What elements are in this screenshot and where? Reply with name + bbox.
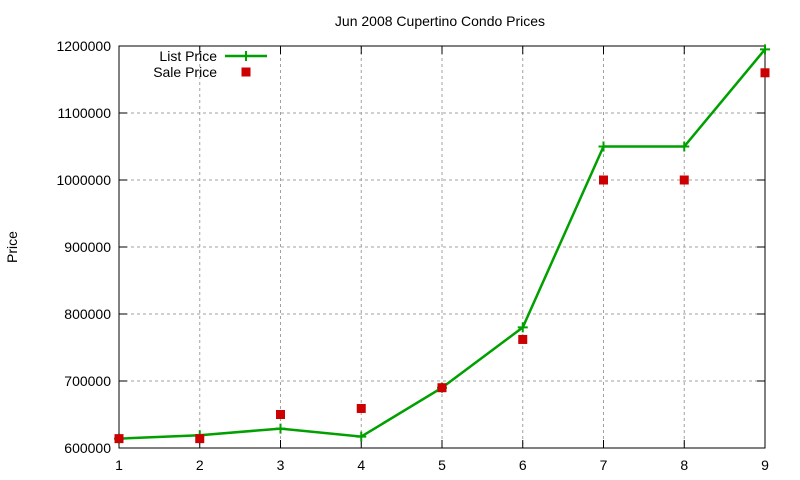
y-tick-label: 900000 [64,239,111,255]
plus-marker [598,141,609,152]
square-marker [679,175,689,185]
square-marker [599,175,608,185]
square-marker [195,434,205,444]
x-tick-label: 5 [438,457,446,473]
square-marker [437,383,447,393]
y-tick-label: 1100000 [58,105,112,121]
series-sale-price [114,68,770,444]
plus-marker [679,141,690,152]
series-layer [114,44,770,444]
square-marker [356,403,366,413]
x-tick-label: 7 [600,457,608,473]
x-tick-label: 9 [761,457,769,473]
plus-marker [356,431,367,442]
chart-title: Jun 2008 Cupertino Condo Prices [335,13,545,29]
square-marker [114,434,124,444]
x-tick-label: 4 [357,457,365,473]
y-tick-label: 800000 [64,306,111,322]
legend-square-icon [241,67,251,77]
square-marker [276,410,285,419]
x-tick-label: 8 [680,457,688,473]
y-tick-label: 700000 [64,373,111,389]
y-tick-label: 1200000 [56,38,111,54]
x-tick-label: 1 [115,457,123,473]
y-axis-label: Price [4,231,20,263]
plus-marker [760,44,770,55]
y-tick-label: 1000000 [56,172,111,188]
grid-lines [119,46,765,448]
x-tick-label: 2 [196,457,204,473]
plot-border [118,45,766,449]
legend-plus-icon [241,51,251,61]
legend-label: Sale Price [153,64,217,80]
y-axis-ticks: 600000 700000 800000 900000 1000000 1100000 12… [56,38,765,456]
square-marker [518,334,528,344]
plus-marker [517,322,528,333]
legend-label: List Price [159,48,217,64]
x-axis-ticks: 1 2 3 4 5 6 7 8 9 [115,46,769,473]
square-marker [760,68,770,78]
x-tick-label: 3 [277,457,285,473]
y-tick-label: 600000 [64,440,111,456]
x-tick-label: 6 [519,457,527,473]
plus-marker [275,423,286,434]
